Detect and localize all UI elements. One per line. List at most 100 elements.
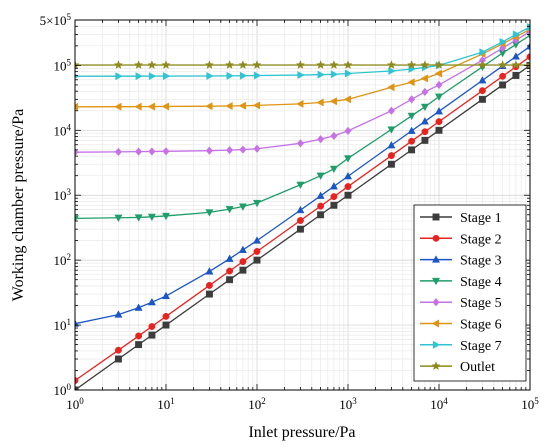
data-point xyxy=(162,147,170,156)
x-tick-label: 101 xyxy=(157,396,175,412)
data-point xyxy=(238,101,246,110)
data-point xyxy=(135,332,143,340)
legend-marker xyxy=(431,361,441,371)
series-stage-6 xyxy=(75,26,530,111)
series-stage-3 xyxy=(75,42,530,327)
data-point xyxy=(147,297,156,306)
data-point xyxy=(387,126,396,134)
data-point xyxy=(161,60,171,69)
legend-marker xyxy=(431,319,440,328)
y-tick-label: 104 xyxy=(54,122,72,138)
data-point xyxy=(296,181,305,190)
data-point xyxy=(408,146,416,154)
data-point xyxy=(75,60,80,69)
data-point xyxy=(134,102,142,111)
x-tick-label: 103 xyxy=(339,396,357,412)
data-point xyxy=(162,72,171,81)
data-point xyxy=(114,355,122,363)
data-point xyxy=(226,71,234,80)
data-point xyxy=(329,165,338,174)
data-point xyxy=(114,310,123,318)
data-point xyxy=(478,95,486,103)
data-point xyxy=(478,87,486,95)
data-point xyxy=(408,137,416,145)
legend-label: Stage 5 xyxy=(460,296,502,311)
data-point xyxy=(204,60,215,69)
data-point xyxy=(225,254,234,262)
data-point xyxy=(226,145,234,155)
data-point xyxy=(134,214,143,222)
data-point xyxy=(408,95,416,104)
legend-box xyxy=(413,204,527,382)
data-point xyxy=(343,95,352,104)
data-point xyxy=(387,152,395,160)
data-point xyxy=(479,48,487,57)
legend-marker xyxy=(432,234,440,242)
data-point xyxy=(225,206,234,214)
data-point xyxy=(224,60,235,69)
data-point xyxy=(296,99,304,108)
data-point xyxy=(147,102,155,111)
data-point xyxy=(147,213,156,222)
data-point xyxy=(406,60,417,69)
data-point xyxy=(387,106,395,115)
data-point xyxy=(317,70,325,79)
data-point xyxy=(387,160,395,168)
legend-item-stage-5: Stage 5 xyxy=(420,296,502,311)
data-point xyxy=(296,205,305,214)
x-tick-label: 104 xyxy=(430,396,448,412)
data-point xyxy=(148,147,156,156)
data-point xyxy=(315,60,326,69)
data-point xyxy=(386,60,397,69)
data-point xyxy=(434,69,443,78)
data-point xyxy=(420,60,430,69)
data-point xyxy=(113,60,124,69)
data-point xyxy=(344,183,352,191)
data-point xyxy=(316,172,325,181)
data-point xyxy=(297,71,305,80)
data-point xyxy=(329,182,338,190)
x-tick-label: 100 xyxy=(66,396,84,412)
data-point xyxy=(525,60,530,69)
data-point xyxy=(407,126,416,134)
data-point xyxy=(407,112,416,121)
data-point xyxy=(421,136,429,144)
legend-item-stage-3: Stage 3 xyxy=(420,254,502,269)
data-point xyxy=(343,155,353,163)
legend-marker xyxy=(432,340,441,349)
data-point xyxy=(317,202,325,210)
data-point xyxy=(434,60,444,69)
legend-label: Stage 1 xyxy=(460,211,502,226)
data-point xyxy=(434,93,444,101)
data-point xyxy=(330,201,338,209)
data-point xyxy=(421,128,429,136)
data-point xyxy=(316,98,324,107)
x-tick-label: 105 xyxy=(521,396,539,412)
data-point xyxy=(512,30,521,39)
data-point xyxy=(238,245,247,253)
data-point xyxy=(114,214,123,223)
data-point xyxy=(329,60,339,69)
data-point xyxy=(148,323,156,330)
data-point xyxy=(526,22,530,32)
data-point xyxy=(205,209,214,217)
legend-label: Outlet xyxy=(460,360,495,375)
series-stage-2 xyxy=(75,53,530,384)
legend-label: Stage 2 xyxy=(460,232,502,247)
data-point xyxy=(205,290,213,298)
data-point xyxy=(135,72,143,81)
data-point xyxy=(252,101,261,110)
data-point xyxy=(205,267,214,275)
data-point xyxy=(511,60,521,69)
data-point xyxy=(435,80,443,90)
data-point xyxy=(296,217,304,224)
legend-item-stage-7: Stage 7 xyxy=(420,339,502,354)
data-point xyxy=(512,71,520,79)
data-point xyxy=(387,140,396,149)
data-point xyxy=(75,148,79,157)
data-point xyxy=(252,236,262,244)
data-point xyxy=(162,321,170,329)
legend-item-stage-2: Stage 2 xyxy=(420,232,502,247)
y-tick-label: 100 xyxy=(54,382,72,398)
data-point xyxy=(499,37,507,46)
